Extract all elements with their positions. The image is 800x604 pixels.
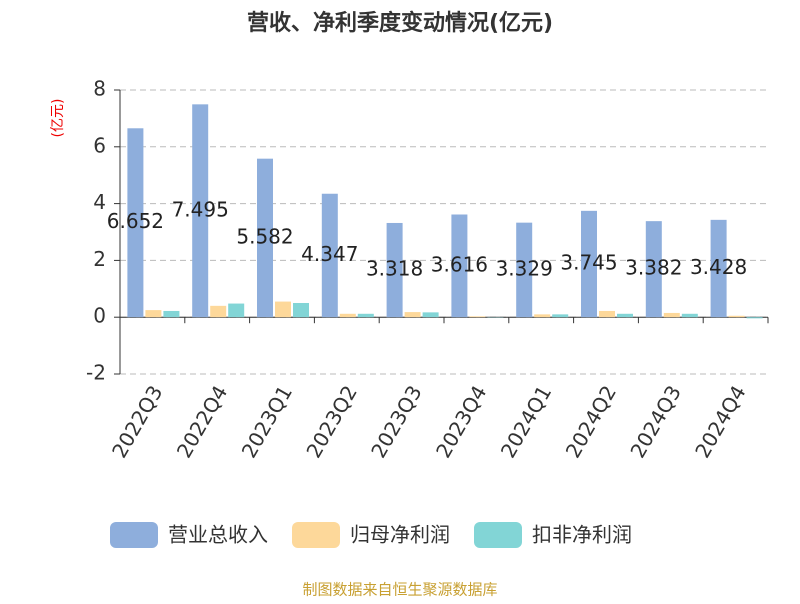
x-tick-label: 2022Q4 <box>172 381 232 462</box>
y-axis-label: (亿元) <box>50 99 66 138</box>
bar <box>405 312 421 317</box>
x-tick-label: 2023Q2 <box>301 381 361 462</box>
bar <box>729 316 745 317</box>
data-label: 6.652 <box>107 209 164 233</box>
legend-swatch <box>292 522 340 548</box>
data-label: 3.382 <box>625 256 682 280</box>
bar <box>664 313 680 317</box>
data-label: 3.318 <box>366 257 423 281</box>
data-label: 5.582 <box>236 224 293 248</box>
y-tick-label: 4 <box>93 190 106 214</box>
bar <box>358 314 374 317</box>
data-label: 4.347 <box>301 242 358 266</box>
data-label: 3.745 <box>560 251 617 275</box>
data-label: 7.495 <box>172 197 229 221</box>
x-tick-label: 2023Q1 <box>237 381 297 462</box>
bar <box>469 316 485 317</box>
data-label: 3.616 <box>431 252 488 276</box>
chart-title: 营收、净利季度变动情况(亿元) <box>247 10 553 36</box>
legend-swatch <box>474 522 522 548</box>
x-tick-label: 2023Q3 <box>366 381 426 462</box>
data-label: 3.329 <box>496 256 553 280</box>
x-tick-label: 2024Q4 <box>690 381 750 462</box>
bar <box>617 314 633 317</box>
x-tick-label: 2022Q3 <box>107 381 167 462</box>
y-tick-label: 6 <box>93 133 106 157</box>
legend-label: 营业总收入 <box>168 523 268 547</box>
source-note: 制图数据来自恒生聚源数据库 <box>302 581 497 599</box>
y-tick-label: 0 <box>93 304 106 328</box>
bar <box>340 314 356 317</box>
y-tick-label: -2 <box>86 361 106 385</box>
y-tick-label: 8 <box>93 77 106 101</box>
bar <box>682 314 698 317</box>
bar <box>534 314 550 317</box>
legend-label: 归母净利润 <box>350 523 450 547</box>
bar <box>275 302 291 318</box>
bar <box>423 312 439 317</box>
x-tick-label: 2024Q3 <box>625 381 685 462</box>
data-label: 3.428 <box>690 255 747 279</box>
bar <box>145 310 161 317</box>
x-tick-label: 2024Q2 <box>561 381 621 462</box>
bar <box>747 317 763 318</box>
x-tick-label: 2024Q1 <box>496 381 556 462</box>
bar <box>293 303 309 317</box>
legend-label: 扣非净利润 <box>532 523 632 547</box>
x-tick-label: 2023Q4 <box>431 381 491 462</box>
bar <box>599 311 615 317</box>
legend-swatch <box>110 522 158 548</box>
bar <box>228 304 244 318</box>
bar <box>552 314 568 317</box>
bar <box>210 306 226 317</box>
bar <box>163 311 179 317</box>
y-tick-label: 2 <box>93 247 106 271</box>
